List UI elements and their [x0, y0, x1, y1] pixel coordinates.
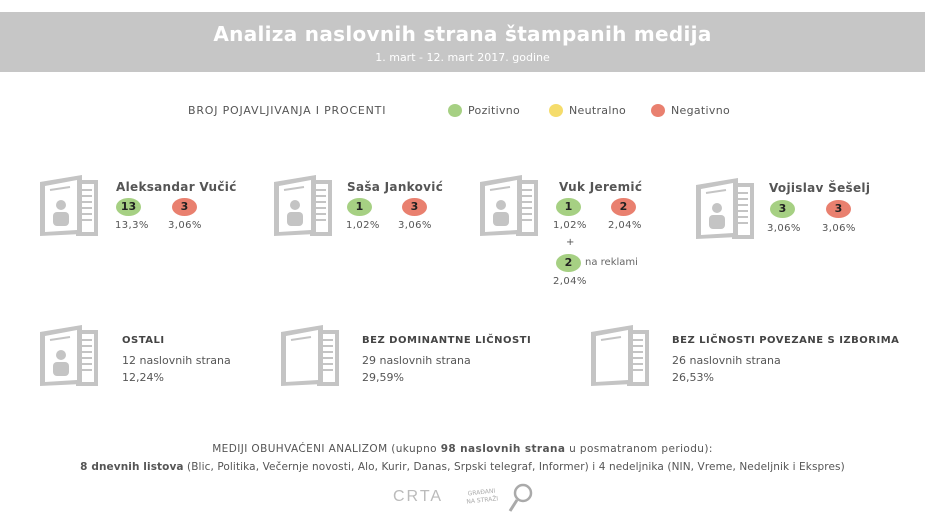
page-title: Analiza naslovnih strana štampanih medij… — [213, 22, 712, 46]
gradjani-na-strazi-logo: GRAĐANI NA STRAŽI — [466, 487, 499, 506]
positive-percent: 1,02% — [346, 220, 380, 231]
plus-sign: + — [566, 237, 575, 248]
newspaper-person-icon — [38, 322, 100, 388]
ad-percent: 2,04% — [553, 276, 587, 287]
newspaper-person-icon — [38, 172, 100, 238]
category-title: BEZ DOMINANTNE LIČNOSTI — [362, 335, 532, 346]
category-count: 26 naslovnih strana — [672, 354, 781, 367]
crta-logo: CRTA — [393, 488, 444, 505]
positive-percent: 3,06% — [767, 223, 801, 234]
footer-line-1: MEDIJI OBUHVAĆENI ANALIZOM (ukupno 98 na… — [212, 443, 713, 455]
magnifier-icon — [508, 483, 533, 512]
newspaper-icon — [280, 324, 340, 387]
positive-count-badge: 3 — [770, 200, 795, 218]
negative-count-badge: 3 — [402, 198, 427, 216]
category-percent: 12,24% — [122, 371, 164, 384]
negative-count-badge: 3 — [172, 198, 197, 216]
negative-count-badge: 3 — [826, 200, 851, 218]
page-subtitle: 1. mart - 12. mart 2017. godine — [375, 51, 550, 64]
category-title: OSTALI — [122, 335, 165, 346]
ad-label: na reklami — [585, 257, 638, 268]
legend-positive-label: Pozitivno — [468, 104, 521, 117]
category-count: 12 naslovnih strana — [122, 354, 231, 367]
category-percent: 29,59% — [362, 371, 404, 384]
category-count: 29 naslovnih strana — [362, 354, 471, 367]
newspaper-person-icon — [478, 172, 540, 238]
legend-negative-dot — [651, 104, 665, 117]
newspaper-person-icon — [694, 175, 756, 241]
category-percent: 26,53% — [672, 371, 714, 384]
negative-percent: 3,06% — [822, 223, 856, 234]
category-title: BEZ LIČNOSTI POVEZANE S IZBORIMA — [672, 335, 900, 346]
negative-count-badge: 2 — [611, 198, 636, 216]
positive-count-badge: 1 — [556, 198, 581, 216]
positive-count-badge: 13 — [116, 198, 141, 216]
person-name: Saša Janković — [347, 180, 444, 194]
ad-positive-count-badge: 2 — [556, 254, 581, 272]
person-name: Vuk Jeremić — [559, 180, 643, 194]
negative-percent: 3,06% — [398, 220, 432, 231]
positive-percent: 1,02% — [553, 220, 587, 231]
legend-positive-dot — [448, 104, 462, 117]
positive-count-badge: 1 — [347, 198, 372, 216]
legend-negative-label: Negativno — [671, 104, 730, 117]
newspaper-icon — [590, 324, 650, 387]
person-name: Aleksandar Vučić — [116, 180, 237, 194]
negative-percent: 2,04% — [608, 220, 642, 231]
legend-neutral-dot — [549, 104, 563, 117]
negative-percent: 3,06% — [168, 220, 202, 231]
legend-neutral-label: Neutralno — [569, 104, 627, 117]
footer-line-2: 8 dnevnih listova (Blic, Politika, Večer… — [80, 461, 845, 473]
legend-heading: BROJ POJAVLJIVANJA I PROCENTI — [188, 104, 387, 117]
positive-percent: 13,3% — [115, 220, 149, 231]
header-banner — [0, 12, 925, 72]
newspaper-person-icon — [272, 172, 334, 238]
person-name: Vojislav Šešelj — [769, 181, 871, 195]
